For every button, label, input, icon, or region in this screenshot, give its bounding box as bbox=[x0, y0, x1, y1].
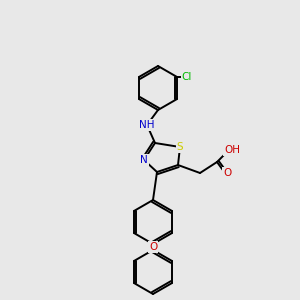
Text: O: O bbox=[149, 242, 157, 252]
Text: N: N bbox=[140, 155, 148, 165]
Text: O: O bbox=[223, 168, 231, 178]
Text: S: S bbox=[177, 142, 183, 152]
Text: Cl: Cl bbox=[182, 72, 192, 82]
Text: NH: NH bbox=[139, 120, 155, 130]
Text: OH: OH bbox=[224, 145, 240, 155]
